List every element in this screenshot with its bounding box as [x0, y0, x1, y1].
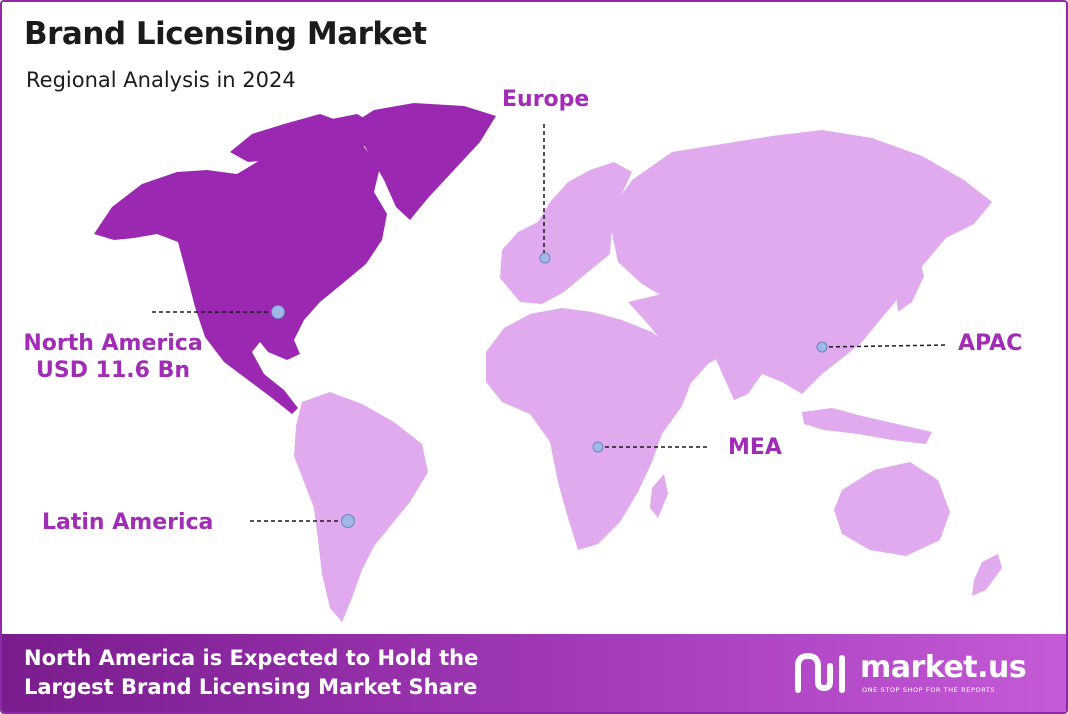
- region-value-north-america: USD 11.6 Bn: [36, 358, 190, 383]
- region-shape-greenland: [352, 103, 496, 220]
- region-label-europe: Europe: [502, 86, 589, 113]
- marker-mea: [592, 441, 604, 453]
- page-subtitle: Regional Analysis in 2024: [26, 68, 296, 92]
- region-shape-australia: [834, 462, 950, 556]
- brand-logo: market.us ONE STOP SHOP FOR THE REPORTS: [792, 648, 1042, 698]
- marker-apac: [816, 341, 828, 353]
- footer-banner: North America is Expected to Hold the La…: [2, 634, 1066, 712]
- footer-message: North America is Expected to Hold the La…: [24, 644, 478, 702]
- region-name-mea: MEA: [728, 435, 782, 460]
- region-name-europe: Europe: [502, 87, 590, 112]
- footer-line-1: North America is Expected to Hold the: [24, 646, 479, 670]
- marker-latin-america: [341, 514, 355, 528]
- page-title: Brand Licensing Market: [24, 16, 427, 52]
- region-name-latin-america: Latin America: [42, 510, 214, 535]
- region-shape-north-america: [94, 114, 387, 414]
- region-shape-asia: [608, 130, 992, 400]
- region-label-latin-america: Latin America: [42, 509, 213, 536]
- marker-europe: [539, 252, 551, 264]
- region-shape-japan: [896, 254, 924, 312]
- region-shape-madagascar: [650, 474, 668, 518]
- connector-apac: [821, 344, 949, 348]
- brand-tagline: ONE STOP SHOP FOR THE REPORTS: [862, 686, 996, 694]
- world-map: [94, 103, 1002, 622]
- brand-name: market.us: [860, 650, 1027, 685]
- region-name-north-america: North America: [23, 331, 203, 356]
- region-shape-europe: [500, 162, 632, 304]
- marker-north-america: [271, 305, 285, 319]
- region-shape-canada-arctic: [230, 114, 342, 162]
- brand-logo-icon: [795, 652, 845, 693]
- footer-line-2: Largest Brand Licensing Market Share: [24, 675, 478, 699]
- region-shape-indonesia: [802, 408, 932, 444]
- region-label-north-america: North America USD 11.6 Bn: [18, 330, 208, 384]
- region-shape-new-zealand: [972, 554, 1002, 596]
- region-label-apac: APAC: [958, 330, 1022, 357]
- region-shape-latin-america: [294, 392, 428, 622]
- region-label-mea: MEA: [728, 434, 782, 461]
- region-shape-africa: [486, 308, 692, 550]
- region-name-apac: APAC: [958, 331, 1023, 356]
